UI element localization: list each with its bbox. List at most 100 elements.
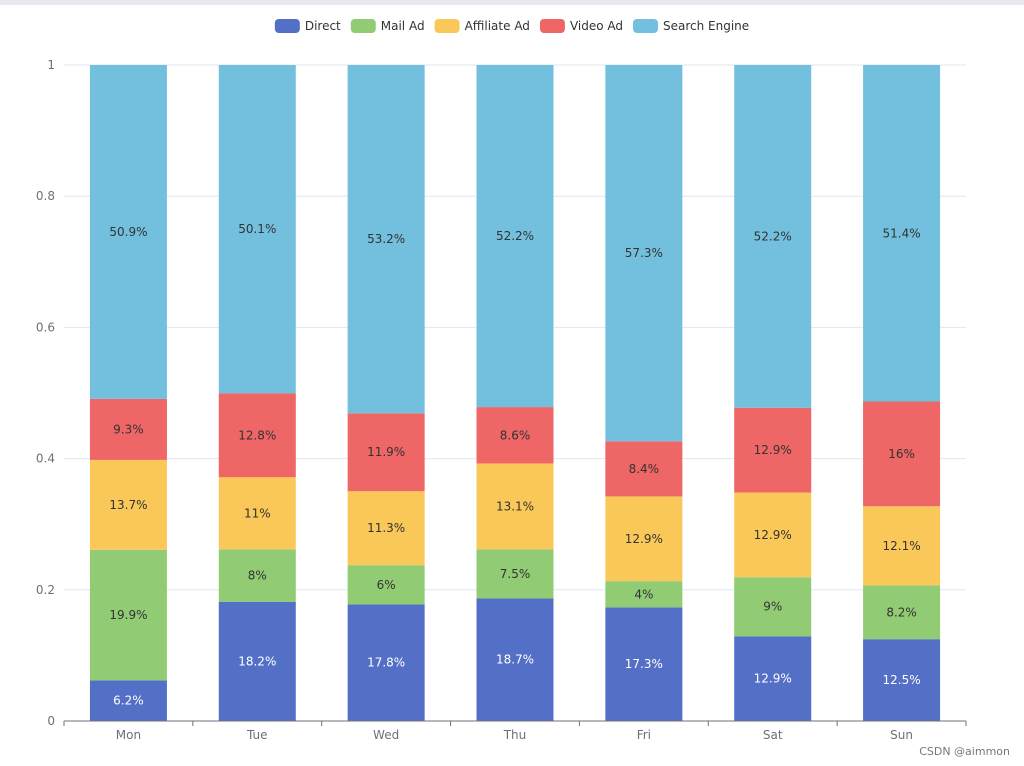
data-label: 52.2%: [754, 229, 792, 243]
data-label: 13.7%: [109, 498, 147, 512]
legend-label: Affiliate Ad: [465, 19, 530, 33]
data-label: 12.9%: [754, 528, 792, 542]
data-label: 8.6%: [500, 428, 531, 442]
bar-direct[interactable]: [734, 636, 812, 721]
y-tick-label: 1: [47, 58, 55, 72]
bar-affiliate-ad[interactable]: [476, 463, 554, 550]
bar-affiliate-ad[interactable]: [347, 491, 425, 566]
bar-video-ad[interactable]: [476, 407, 554, 464]
data-label: 4%: [634, 587, 653, 601]
legend-swatch: [539, 19, 565, 33]
x-tick-label: Fri: [637, 728, 651, 742]
bar-affiliate-ad[interactable]: [218, 477, 296, 550]
bar-mail-ad[interactable]: [347, 565, 425, 605]
y-tick-label: 0.4: [36, 452, 55, 466]
data-label: 12.8%: [238, 428, 276, 442]
bar-search-engine[interactable]: [476, 65, 554, 408]
y-tick-label: 0.6: [36, 320, 55, 334]
x-tick-label: Mon: [116, 728, 141, 742]
data-label: 8.2%: [886, 605, 917, 619]
bar-affiliate-ad[interactable]: [89, 459, 167, 550]
legend-swatch: [274, 19, 300, 33]
bar-video-ad[interactable]: [734, 407, 812, 493]
bar-mail-ad[interactable]: [605, 581, 683, 608]
legend-label: Direct: [305, 19, 341, 33]
legend-item-direct[interactable]: Direct: [274, 19, 341, 33]
bar-search-engine[interactable]: [89, 65, 167, 399]
legend-label: Video Ad: [570, 19, 623, 33]
data-label: 18.7%: [496, 653, 534, 667]
bar-video-ad[interactable]: [89, 398, 167, 460]
data-label: 50.1%: [238, 222, 276, 236]
y-tick-label: 0.8: [36, 189, 55, 203]
x-tick-label: Wed: [373, 728, 399, 742]
bar-video-ad[interactable]: [605, 441, 683, 497]
x-tick-label: Thu: [503, 728, 527, 742]
bar-video-ad[interactable]: [863, 401, 941, 507]
data-label: 51.4%: [883, 226, 921, 240]
bar-search-engine[interactable]: [863, 65, 941, 402]
bar-video-ad[interactable]: [218, 393, 296, 478]
top-border: [0, 0, 1024, 5]
legend-item-video-ad[interactable]: Video Ad: [539, 19, 623, 33]
data-label: 18.2%: [238, 654, 276, 668]
data-label: 11.9%: [367, 445, 405, 459]
data-label: 12.9%: [754, 672, 792, 686]
y-tick-label: 0.2: [36, 583, 55, 597]
bar-mail-ad[interactable]: [476, 549, 554, 599]
bar-affiliate-ad[interactable]: [734, 492, 812, 578]
data-label: 12.1%: [883, 539, 921, 553]
bar-search-engine[interactable]: [734, 65, 812, 408]
data-label: 19.9%: [109, 608, 147, 622]
y-tick-label: 0: [47, 714, 55, 728]
data-label: 11.3%: [367, 521, 405, 535]
data-label: 50.9%: [109, 225, 147, 239]
legend-item-search-engine[interactable]: Search Engine: [633, 19, 749, 33]
data-label: 52.2%: [496, 229, 534, 243]
legend-label: Search Engine: [663, 19, 749, 33]
legend-label: Mail Ad: [381, 19, 425, 33]
legend-swatch: [350, 19, 376, 33]
data-label: 57.3%: [625, 246, 663, 260]
data-label: 53.2%: [367, 232, 405, 246]
bar-search-engine[interactable]: [605, 65, 683, 442]
data-label: 9%: [763, 600, 782, 614]
data-label: 8.4%: [629, 462, 660, 476]
data-label: 12.9%: [625, 532, 663, 546]
data-label: 6.2%: [113, 694, 144, 708]
data-label: 17.8%: [367, 656, 405, 670]
data-label: 11%: [244, 506, 271, 520]
bar-search-engine[interactable]: [347, 65, 425, 414]
x-tick-label: Tue: [246, 728, 268, 742]
bar-direct[interactable]: [605, 607, 683, 721]
data-label: 7.5%: [500, 567, 531, 581]
data-label: 13.1%: [496, 499, 534, 513]
data-label: 17.3%: [625, 657, 663, 671]
legend-item-mail-ad[interactable]: Mail Ad: [350, 19, 425, 33]
legend-swatch: [434, 19, 460, 33]
bar-direct[interactable]: [476, 598, 554, 721]
data-label: 6%: [377, 578, 396, 592]
legend-swatch: [633, 19, 658, 33]
bar-direct[interactable]: [218, 601, 296, 721]
bar-mail-ad[interactable]: [863, 585, 941, 640]
bar-direct[interactable]: [863, 639, 941, 721]
bar-direct[interactable]: [347, 604, 425, 721]
data-label: 12.9%: [754, 443, 792, 457]
bar-mail-ad[interactable]: [218, 549, 296, 602]
bar-mail-ad[interactable]: [734, 577, 812, 637]
data-label: 16%: [888, 447, 915, 461]
bar-affiliate-ad[interactable]: [863, 506, 941, 586]
bar-affiliate-ad[interactable]: [605, 496, 683, 582]
data-label: 12.5%: [883, 673, 921, 687]
data-label: 8%: [248, 569, 267, 583]
x-tick-label: Sat: [763, 728, 783, 742]
data-label: 9.3%: [113, 422, 144, 436]
legend-item-affiliate-ad[interactable]: Affiliate Ad: [434, 19, 530, 33]
bar-mail-ad[interactable]: [89, 549, 167, 681]
bar-video-ad[interactable]: [347, 413, 425, 492]
x-tick-label: Sun: [890, 728, 913, 742]
bar-search-engine[interactable]: [218, 65, 296, 394]
bar-direct[interactable]: [89, 680, 167, 721]
